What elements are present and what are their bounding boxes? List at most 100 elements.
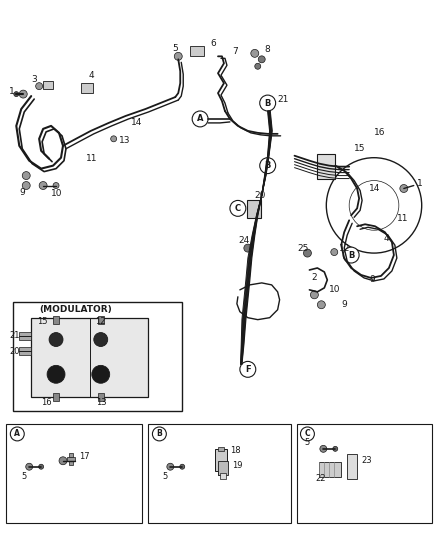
Text: 13: 13 <box>96 398 106 407</box>
Bar <box>220 473 226 479</box>
Text: 20: 20 <box>9 347 20 356</box>
Text: 5: 5 <box>304 438 310 447</box>
Bar <box>218 461 228 475</box>
Text: 23: 23 <box>361 456 372 465</box>
Circle shape <box>111 136 117 142</box>
Circle shape <box>318 301 325 309</box>
Bar <box>19 348 31 356</box>
Text: 13: 13 <box>119 136 130 146</box>
Text: B: B <box>348 251 354 260</box>
Circle shape <box>174 52 182 60</box>
Text: (MODULATOR): (MODULATOR) <box>39 305 112 314</box>
Circle shape <box>167 463 174 470</box>
Text: 21: 21 <box>278 94 289 103</box>
Bar <box>69 453 73 457</box>
Text: 17: 17 <box>79 453 89 461</box>
Text: 5: 5 <box>21 472 27 481</box>
Bar <box>247 200 261 219</box>
Text: 5: 5 <box>162 472 168 481</box>
Circle shape <box>300 427 314 441</box>
Circle shape <box>94 333 108 346</box>
Text: 24: 24 <box>238 236 249 245</box>
Circle shape <box>49 333 63 346</box>
Text: 10: 10 <box>51 189 63 198</box>
Text: 16: 16 <box>374 128 385 138</box>
Circle shape <box>26 463 33 470</box>
Circle shape <box>400 184 408 192</box>
Circle shape <box>343 247 359 263</box>
Text: C: C <box>235 204 241 213</box>
Text: B: B <box>265 99 271 108</box>
Text: 8: 8 <box>265 45 270 54</box>
Text: B: B <box>156 430 162 439</box>
Circle shape <box>244 244 252 252</box>
Text: A: A <box>14 430 20 439</box>
Text: 7: 7 <box>232 47 238 56</box>
Text: B: B <box>265 161 271 170</box>
Bar <box>319 462 341 477</box>
Text: 9: 9 <box>19 188 25 197</box>
Text: 16: 16 <box>41 398 52 407</box>
Text: 2: 2 <box>311 273 317 282</box>
Circle shape <box>35 83 42 90</box>
Circle shape <box>240 361 256 377</box>
Text: 6: 6 <box>210 39 216 48</box>
Text: 21: 21 <box>9 331 20 340</box>
Circle shape <box>22 172 30 180</box>
Circle shape <box>320 446 327 453</box>
Text: 1: 1 <box>9 87 15 95</box>
Bar <box>347 454 357 479</box>
Text: 3: 3 <box>31 75 37 84</box>
Circle shape <box>192 111 208 127</box>
Text: 9: 9 <box>369 276 375 285</box>
Circle shape <box>258 56 265 63</box>
Bar <box>98 316 104 324</box>
Bar <box>215 449 227 471</box>
Bar <box>67 457 75 461</box>
Circle shape <box>59 457 67 465</box>
Text: 20: 20 <box>255 191 266 200</box>
Bar <box>31 318 148 397</box>
Text: 11: 11 <box>86 154 97 163</box>
Circle shape <box>19 90 27 98</box>
Text: 5: 5 <box>172 44 178 53</box>
Circle shape <box>22 182 30 190</box>
Text: 4: 4 <box>89 71 95 80</box>
Text: 22: 22 <box>315 474 326 483</box>
Text: 4: 4 <box>384 233 389 243</box>
Circle shape <box>304 249 311 257</box>
Text: 14: 14 <box>131 118 142 127</box>
Text: C: C <box>304 430 310 439</box>
Circle shape <box>152 427 166 441</box>
Bar <box>81 83 93 93</box>
Circle shape <box>92 365 110 383</box>
Text: 14: 14 <box>369 184 381 193</box>
Circle shape <box>230 200 246 216</box>
Bar <box>190 46 204 56</box>
Circle shape <box>39 182 47 190</box>
Text: A: A <box>197 115 203 124</box>
Bar <box>98 393 104 401</box>
Circle shape <box>39 464 44 469</box>
Circle shape <box>311 291 318 299</box>
Circle shape <box>53 182 59 189</box>
Bar <box>53 316 59 324</box>
Text: 1: 1 <box>417 179 423 188</box>
Bar <box>7 424 142 523</box>
Circle shape <box>333 446 338 451</box>
Text: 12: 12 <box>95 317 106 326</box>
Circle shape <box>331 248 338 255</box>
Text: 10: 10 <box>329 285 341 294</box>
Text: 15: 15 <box>354 144 366 154</box>
Circle shape <box>180 464 185 469</box>
Bar <box>19 332 31 340</box>
Circle shape <box>255 63 261 69</box>
Circle shape <box>11 427 24 441</box>
Text: 18: 18 <box>230 446 240 455</box>
Bar <box>218 471 224 475</box>
Text: 15: 15 <box>37 317 48 326</box>
Bar <box>53 393 59 401</box>
Text: 19: 19 <box>232 461 242 470</box>
Circle shape <box>260 158 276 174</box>
Bar <box>297 424 431 523</box>
